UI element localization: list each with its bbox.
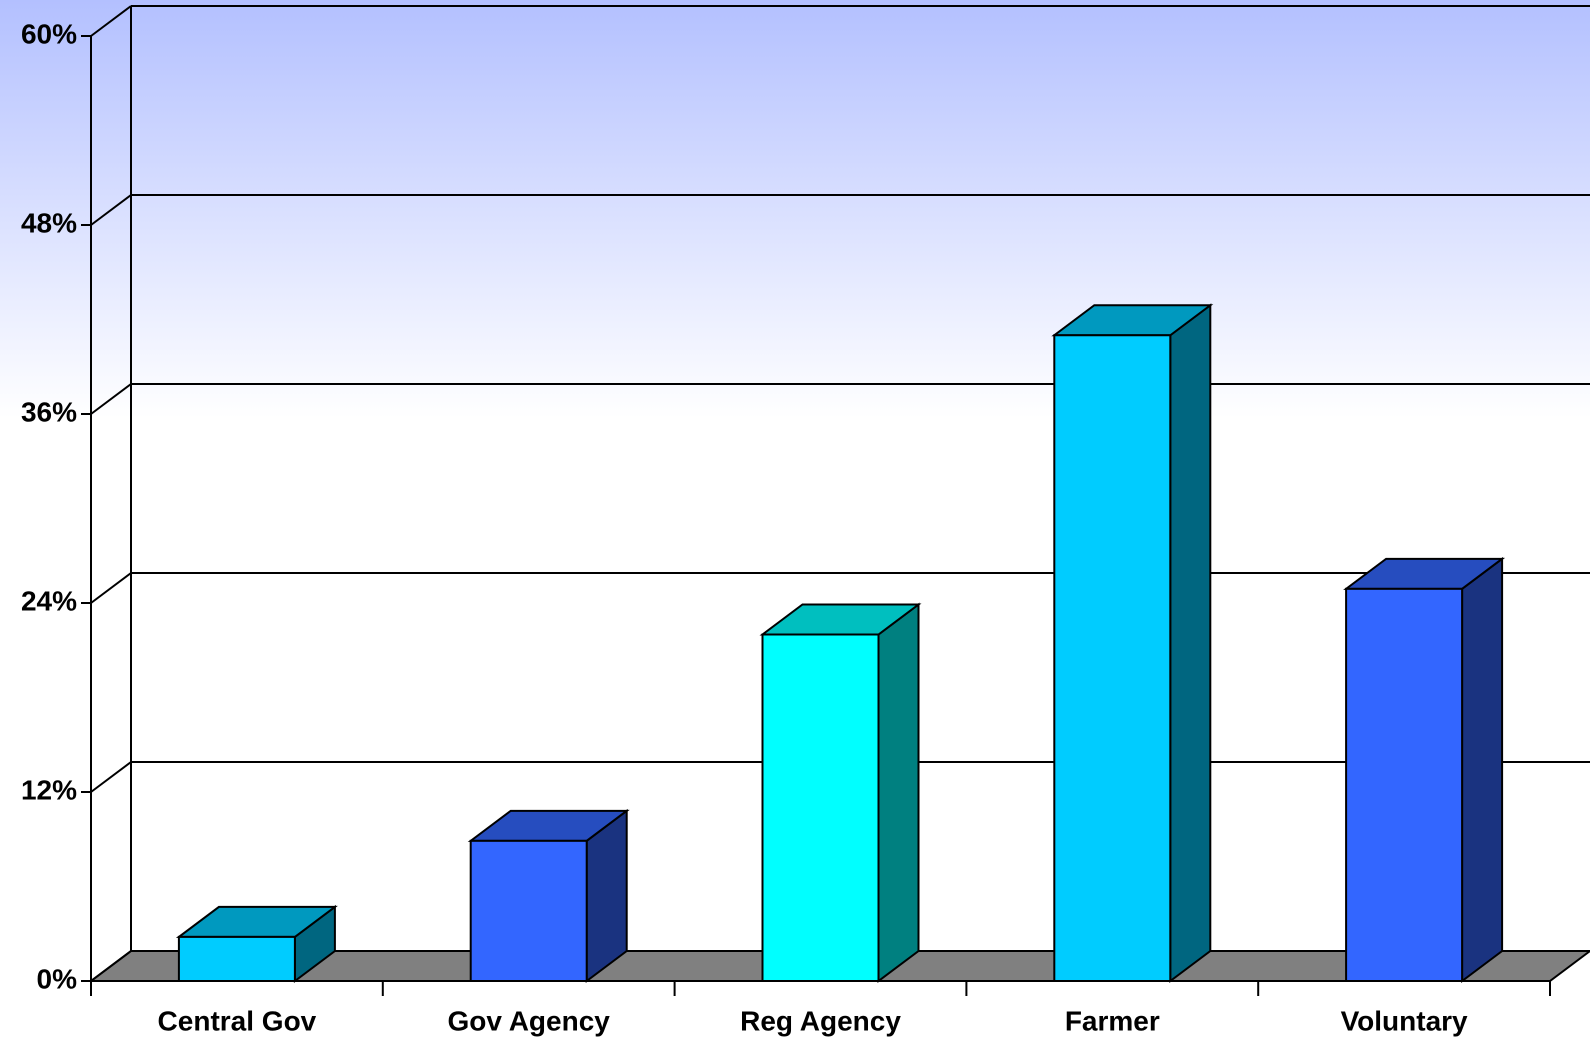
bar: [469, 839, 588, 983]
side-grid-line: [90, 5, 132, 37]
bar: [1053, 334, 1172, 982]
bar-side: [1461, 556, 1504, 983]
side-grid-line: [90, 383, 132, 415]
y-tick-label: 0%: [37, 963, 78, 994]
bar: [761, 633, 880, 982]
x-tick-label: Gov Agency: [448, 1005, 611, 1036]
bar: [177, 935, 296, 983]
side-grid-line: [90, 761, 132, 793]
side-grid-line: [90, 950, 132, 982]
x-tick-label: Farmer: [1065, 1005, 1160, 1036]
x-tick-label: Voluntary: [1341, 1005, 1468, 1036]
side-grid-line: [90, 194, 132, 226]
x-tick-label: Central Gov: [158, 1005, 317, 1036]
y-tick-label: 36%: [21, 396, 77, 427]
y-tick-label: 12%: [21, 774, 77, 805]
bar: [1345, 587, 1464, 982]
y-tick-label: 24%: [21, 585, 77, 616]
x-tick-label: Reg Agency: [740, 1005, 901, 1036]
bar-side: [1169, 303, 1212, 983]
bar-side: [877, 602, 920, 983]
y-tick-label: 48%: [21, 207, 77, 238]
side-grid-line: [90, 572, 132, 604]
y-tick-label: 60%: [21, 18, 77, 49]
